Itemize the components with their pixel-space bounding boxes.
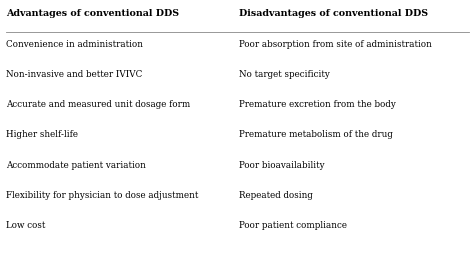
Text: Premature excretion from the body: Premature excretion from the body xyxy=(239,100,396,109)
Text: Disadvantages of conventional DDS: Disadvantages of conventional DDS xyxy=(239,9,428,18)
Text: Advantages of conventional DDS: Advantages of conventional DDS xyxy=(6,9,179,18)
Text: Poor bioavailability: Poor bioavailability xyxy=(239,161,325,169)
Text: Poor absorption from site of administration: Poor absorption from site of administrat… xyxy=(239,40,432,49)
Text: Convenience in administration: Convenience in administration xyxy=(6,40,143,49)
Text: Low cost: Low cost xyxy=(6,221,45,230)
Text: Non-invasive and better IVIVC: Non-invasive and better IVIVC xyxy=(6,70,142,79)
Text: Higher shelf-life: Higher shelf-life xyxy=(6,130,78,139)
Text: Flexibility for physician to dose adjustment: Flexibility for physician to dose adjust… xyxy=(6,191,198,200)
Text: Repeated dosing: Repeated dosing xyxy=(239,191,313,200)
Text: Poor patient compliance: Poor patient compliance xyxy=(239,221,347,230)
Text: Premature metabolism of the drug: Premature metabolism of the drug xyxy=(239,130,393,139)
Text: Accurate and measured unit dosage form: Accurate and measured unit dosage form xyxy=(6,100,190,109)
Text: No target specificity: No target specificity xyxy=(239,70,330,79)
Text: Accommodate patient variation: Accommodate patient variation xyxy=(6,161,146,169)
